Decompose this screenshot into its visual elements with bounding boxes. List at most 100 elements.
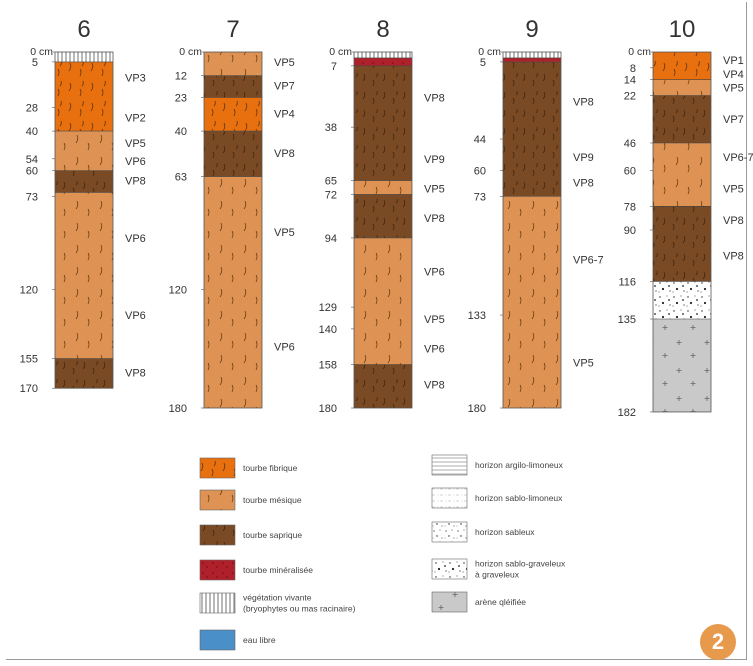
vp-label: VP5 xyxy=(723,183,744,195)
depth-label: 158 xyxy=(319,359,337,371)
vp-label: VP5 xyxy=(274,227,295,239)
profile-column-7: 7 0 cm 12 23 40 63 120 180 VP5 VP7 VP4 VP8 VP5 VP6 xyxy=(169,16,295,415)
legend-label: végétation vivante xyxy=(243,593,312,603)
depth-label: 180 xyxy=(468,403,486,415)
legend-item-arene: arène qléifiée xyxy=(431,591,526,613)
legend-item-vegetation: végétation vivante(bryophytes ou mas rac… xyxy=(199,593,356,614)
legend-swatch xyxy=(199,629,236,651)
layer-sapric xyxy=(354,194,412,238)
legend-item-fibric: tourbe fibrique xyxy=(199,457,298,479)
vp-label: VP5 xyxy=(125,138,146,150)
vp-label: VP6 xyxy=(125,233,146,245)
vp-label: VP6-7 xyxy=(573,255,604,267)
depth-label: 180 xyxy=(169,403,187,415)
depth-label: 65 xyxy=(325,176,337,188)
column-number: 7 xyxy=(226,16,239,43)
legend-label: horizon sableux xyxy=(475,527,535,537)
legend-item-sand_silt: horizon sablo-limoneux xyxy=(431,487,563,509)
vp-label: VP3 xyxy=(125,73,146,85)
legend-swatch xyxy=(199,457,236,479)
depth-label: 60 xyxy=(474,166,486,178)
vp-label: VP8 xyxy=(125,176,146,188)
depth-label: 129 xyxy=(319,302,337,314)
layer-sapric xyxy=(204,131,262,177)
vp-label: VP8 xyxy=(424,379,445,391)
layer-sapric xyxy=(55,170,113,193)
depth-label: 46 xyxy=(624,138,636,150)
vp-label: VP4 xyxy=(274,108,295,120)
layer-sapric xyxy=(653,206,711,282)
legend-label: eau libre xyxy=(243,635,276,645)
vp-label: VP7 xyxy=(723,114,744,126)
legend-item-clay_silt: horizon argilo-limoneux xyxy=(431,454,564,476)
vp-label: VP8 xyxy=(424,92,445,104)
depth-label: 180 xyxy=(319,403,337,415)
vp-label: VP6 xyxy=(424,267,445,279)
vp-label: VP9 xyxy=(424,154,445,166)
legend-swatch xyxy=(199,559,236,581)
depth-label: 135 xyxy=(618,314,636,326)
layer-sapric xyxy=(503,61,561,197)
legend-item-sapric: tourbe saprique xyxy=(199,524,302,546)
vp-label: VP8 xyxy=(723,251,744,263)
legend-label: tourbe fibrique xyxy=(243,463,298,473)
depth-label: 73 xyxy=(474,191,486,203)
legend-swatch xyxy=(199,524,236,546)
layer-fibric xyxy=(204,97,262,132)
vp-label: VP6 xyxy=(274,342,295,354)
layer-mesic xyxy=(204,176,262,408)
depth-label: 94 xyxy=(325,233,337,245)
legend-item-water: eau libre xyxy=(199,629,276,651)
vp-label: VP5 xyxy=(424,183,445,195)
vp-label: VP5 xyxy=(573,358,594,370)
depth-label: 120 xyxy=(169,284,187,296)
vp-label: VP8 xyxy=(125,367,146,379)
depth-label-top: 0 cm xyxy=(179,46,202,58)
depth-label: 54 xyxy=(26,154,38,166)
vp-label: VP8 xyxy=(274,148,295,160)
figure-frame xyxy=(6,2,747,660)
vp-label: VP6 xyxy=(125,310,146,322)
layer-mesic xyxy=(55,131,113,171)
layer-mineral xyxy=(354,57,412,66)
layer-sapric xyxy=(354,364,412,408)
column-outline xyxy=(502,51,562,409)
vp-label: VP8 xyxy=(573,96,594,108)
legend-label: horizon sablo-graveleux xyxy=(475,559,566,569)
depth-label: 120 xyxy=(20,284,38,296)
vp-label: VP4 xyxy=(723,69,744,81)
depth-label: 8 xyxy=(630,63,636,75)
legend-label: tourbe minéralisée xyxy=(243,565,313,575)
vp-label: VP8 xyxy=(424,213,445,225)
depth-label: 116 xyxy=(618,276,636,288)
depth-label: 28 xyxy=(26,102,38,114)
legend-label: tourbe mésique xyxy=(243,495,302,505)
layer-sandy_gravelly xyxy=(653,281,711,319)
depth-label: 60 xyxy=(26,166,38,178)
vp-label: VP9 xyxy=(573,152,594,164)
legend-swatch xyxy=(199,489,236,511)
layer-vegetation xyxy=(55,52,113,62)
depth-label: 72 xyxy=(325,189,337,201)
depth-label: 14 xyxy=(624,75,636,87)
depth-label: 73 xyxy=(26,191,38,203)
vp-label: VP8 xyxy=(573,178,594,190)
page-number-badge: 2 xyxy=(700,624,736,660)
depth-label-top: 0 cm xyxy=(478,46,501,58)
column-outline xyxy=(54,51,114,389)
layer-mesic xyxy=(653,79,711,96)
layer-mineral xyxy=(503,57,561,62)
vp-label: VP5 xyxy=(274,57,295,69)
depth-label: 40 xyxy=(26,126,38,138)
depth-label: 60 xyxy=(624,166,636,178)
legend-item-sandy: horizon sableux xyxy=(431,521,535,543)
vp-label: VP6 xyxy=(424,344,445,356)
depth-label: 90 xyxy=(624,225,636,237)
legend-label: tourbe saprique xyxy=(243,530,302,540)
legend-item-mesic: tourbe mésique xyxy=(199,489,302,511)
depth-label-top: 0 cm xyxy=(628,46,651,58)
column-outline xyxy=(353,51,413,409)
layer-mesic xyxy=(354,237,412,365)
